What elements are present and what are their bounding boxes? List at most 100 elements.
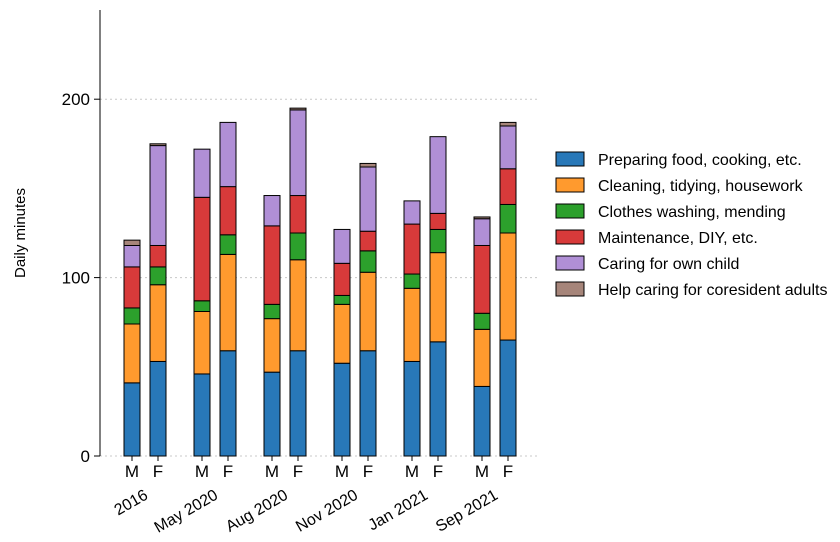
legend-label: Preparing food, cooking, etc.	[598, 152, 802, 169]
x-subcategory-label: F	[363, 462, 373, 481]
x-subcategory-label: M	[335, 462, 349, 481]
bar-segment	[403, 360, 421, 457]
legend: Preparing food, cooking, etc. Cleaning, t…	[555, 151, 827, 299]
bar-segment	[473, 244, 491, 314]
bar-segment	[429, 228, 447, 254]
bar-segment	[473, 312, 491, 330]
bar-segment	[359, 271, 377, 352]
bar-segment	[219, 253, 237, 352]
legend-label: Maintenance, DIY, etc.	[598, 230, 758, 247]
bar-segment	[193, 310, 211, 375]
y-tick-label: 100	[62, 269, 90, 288]
grid-lines	[100, 98, 538, 457]
legend-swatch	[555, 229, 585, 245]
legend-swatch	[555, 177, 585, 193]
bar-segment	[289, 107, 307, 111]
y-ticks: 0 100 200	[62, 90, 100, 466]
x-group-label: May 2020	[152, 487, 221, 537]
bar-segment	[219, 350, 237, 457]
bar-segment	[289, 259, 307, 352]
bar-segment	[403, 273, 421, 289]
bar-segment	[403, 223, 421, 275]
bar-segment	[149, 145, 167, 246]
legend-label: Clothes washing, mending	[598, 204, 786, 221]
bar-segment	[289, 109, 307, 197]
bar-segment	[123, 244, 141, 268]
bar-segment	[333, 294, 351, 305]
bar-segment	[123, 239, 141, 246]
bar-segment	[429, 212, 447, 230]
bar-segment	[359, 350, 377, 457]
bar-segment	[333, 362, 351, 457]
bar-segment	[289, 350, 307, 457]
x-group-label: Jan 2021	[365, 487, 431, 535]
legend-label: Caring for own child	[598, 256, 739, 273]
bar-segment	[499, 203, 517, 234]
x-subcategory-label: M	[125, 462, 139, 481]
bar-segment	[499, 168, 517, 205]
bar-segment	[263, 225, 281, 305]
y-axis-label: Daily minutes	[12, 188, 29, 278]
legend-swatch	[555, 151, 585, 167]
x-group-label: Sep 2021	[433, 487, 501, 536]
bar-segment	[289, 195, 307, 234]
bar-segment	[429, 136, 447, 214]
bar-segment	[499, 125, 517, 170]
bar-segment	[473, 328, 491, 387]
y-tick-label: 0	[81, 447, 90, 466]
bar-segment	[193, 196, 211, 302]
bar-segment	[149, 143, 167, 147]
bar-segment	[123, 266, 141, 309]
bar-segment	[149, 244, 167, 268]
bar-segment	[333, 303, 351, 364]
legend-label: Help caring for coresident adults	[598, 282, 827, 299]
legend-label: Cleaning, tidying, housework	[598, 178, 804, 195]
bar-segment	[359, 162, 377, 168]
y-tick-label: 200	[62, 90, 90, 109]
bar-segment	[429, 341, 447, 457]
bar-segment	[499, 232, 517, 341]
bar-segment	[403, 287, 421, 362]
bar-segment	[499, 339, 517, 457]
bar-segment	[473, 216, 491, 220]
bar-segment	[359, 230, 377, 252]
bar-segment	[263, 195, 281, 227]
x-group-label: 2016	[112, 487, 151, 520]
x-group-label: Nov 2020	[293, 487, 361, 536]
bar-segment	[219, 186, 237, 236]
bar-segment	[289, 232, 307, 261]
bar-segment	[219, 121, 237, 188]
x-subcategory-label: F	[223, 462, 233, 481]
x-group-label: Aug 2020	[223, 487, 291, 536]
bar-segment	[333, 228, 351, 264]
bar-segment	[263, 371, 281, 457]
x-subcategory-label: M	[265, 462, 279, 481]
bar-segment	[193, 148, 211, 198]
bar-segment	[193, 300, 211, 312]
x-subcategory-label: M	[405, 462, 419, 481]
bar-segment	[403, 200, 421, 225]
x-subcategory-label: F	[293, 462, 303, 481]
bar-segment	[263, 303, 281, 320]
bar-segment	[193, 373, 211, 457]
bar-segment	[149, 284, 167, 362]
bar-segment	[149, 266, 167, 286]
bars	[123, 107, 517, 457]
bar-segment	[333, 262, 351, 296]
legend-swatch	[555, 255, 585, 271]
bar-segment	[219, 234, 237, 255]
x-subcategory-label: F	[433, 462, 443, 481]
bar-segment	[123, 382, 141, 457]
legend-swatch	[555, 203, 585, 219]
bar-segment	[429, 252, 447, 343]
bar-segment	[123, 323, 141, 384]
bar-segment	[359, 250, 377, 273]
bar-segment	[263, 318, 281, 373]
x-subcategory-label: M	[475, 462, 489, 481]
bar-segment	[123, 307, 141, 325]
bar-segment	[359, 166, 377, 232]
bar-segment	[473, 218, 491, 246]
x-subcategory-label: M	[195, 462, 209, 481]
